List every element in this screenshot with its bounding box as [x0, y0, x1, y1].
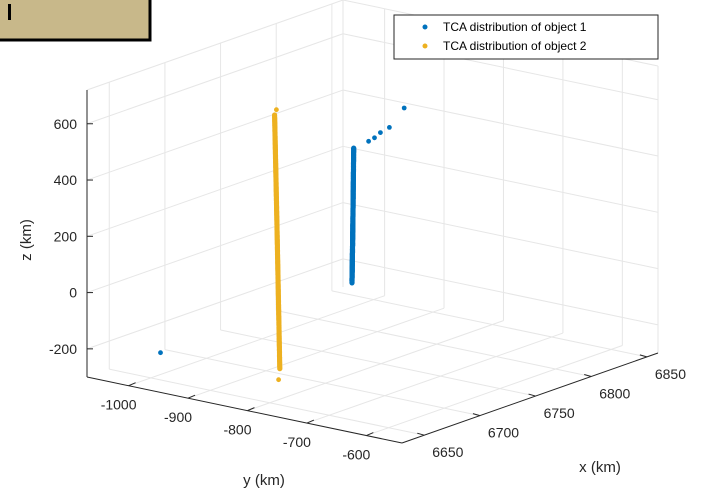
- grid-line-floor-y: [306, 332, 564, 424]
- grid-line-floor-y: [366, 345, 623, 436]
- series-object-2: [272, 107, 283, 383]
- x-tick-label: 6750: [544, 405, 575, 421]
- grid-line-floor-x: [276, 309, 592, 377]
- y-axis-label: y (km): [243, 472, 285, 489]
- x-tick: [472, 413, 481, 417]
- legend-label-object-1: TCA distribution of object 1: [443, 20, 587, 34]
- y-tick-label: -800: [223, 422, 251, 438]
- x-tick: [639, 354, 648, 358]
- grid-line-sidewall-z: [86, 33, 344, 125]
- legend-marker-object-2: [422, 43, 428, 49]
- object-2-outlier-point: [274, 107, 279, 113]
- tick-labels: -200 0 200 400 600 -600 -700 -800 -900 -1000 6650 6…: [49, 116, 686, 463]
- z-tick-label: 400: [54, 172, 78, 188]
- object-2-point: [277, 366, 283, 372]
- grid-line-floor-x: [109, 368, 425, 436]
- z-tick-label: -200: [49, 341, 77, 357]
- grid-line-floor-x: [164, 349, 481, 417]
- grid-line-floor-y: [187, 307, 445, 399]
- object-1-outlier-point: [372, 135, 377, 141]
- y-tick: [247, 407, 255, 412]
- x-tick-label: 6700: [488, 425, 519, 441]
- y-tick: [187, 394, 196, 399]
- axes: [86, 90, 659, 444]
- x-tick-label: 6850: [655, 366, 686, 382]
- grid-line-sidewall-z: [86, 258, 344, 350]
- x-tick: [528, 393, 536, 397]
- grid-line-backwall-z: [342, 202, 659, 270]
- legend-marker-object-1: [422, 24, 428, 30]
- grid-line-backwall-z: [342, 89, 659, 157]
- object-1-point: [349, 280, 355, 286]
- object-2-outlier-point: [276, 377, 281, 383]
- grid-lines: [86, 0, 659, 436]
- y-axis-line: [86, 376, 403, 444]
- grid-line-sidewall-z: [86, 202, 344, 294]
- grid-edge: [86, 0, 344, 91]
- legend-label-object-2: TCA distribution of object 2: [443, 39, 587, 53]
- x-axis-label: x (km): [579, 459, 621, 476]
- corner-badge-bar: [8, 4, 11, 20]
- x-tick: [584, 373, 592, 377]
- grid-line-backwall-z: [342, 258, 659, 326]
- legend: TCA distribution of object 1 TCA distrib…: [393, 14, 659, 60]
- object-1-outlier-point: [158, 350, 163, 356]
- grid-line-floor-y: [128, 295, 385, 387]
- z-tick-label: 600: [54, 116, 78, 132]
- z-axis-label: z (km): [18, 219, 35, 261]
- y-tick-label: -600: [342, 447, 370, 463]
- grid-line-sidewall-z: [86, 145, 344, 237]
- grid-line-sidewall-z: [86, 89, 344, 181]
- y-tick: [366, 432, 374, 436]
- x-tick-label: 6800: [599, 385, 630, 401]
- grid-line-backwall-z: [342, 145, 659, 213]
- grid-line-floor-x: [220, 329, 536, 397]
- object-1-outlier-point: [366, 138, 371, 144]
- grid-line-floor-x: [331, 290, 647, 358]
- object-1-outlier-point: [387, 125, 392, 130]
- x-tick: [417, 432, 425, 436]
- z-tick-label: 200: [54, 228, 78, 244]
- object-1-outlier-point: [401, 105, 407, 111]
- corner-badge: [0, 0, 152, 42]
- y-tick-label: -700: [283, 434, 311, 450]
- grid-line-floor-y: [247, 320, 504, 412]
- series-object-1: [158, 105, 407, 356]
- z-tick-label: 0: [69, 285, 77, 301]
- x-tick-label: 6650: [432, 444, 463, 460]
- y-tick-label: -900: [164, 409, 192, 425]
- object-1-outlier-point: [378, 130, 383, 136]
- y-tick: [306, 419, 315, 424]
- legend-box: [393, 14, 659, 60]
- y-tick-label: -1000: [101, 397, 137, 413]
- y-tick: [128, 382, 136, 387]
- x-axis-line: [401, 352, 659, 444]
